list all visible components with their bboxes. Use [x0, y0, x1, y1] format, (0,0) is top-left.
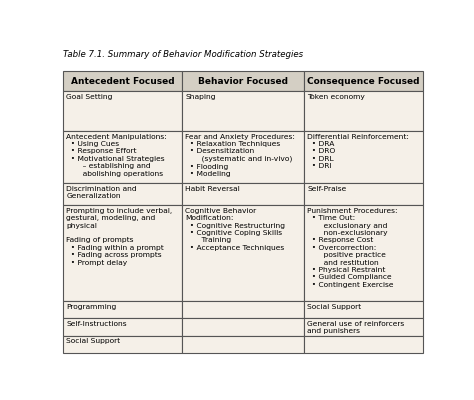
- Bar: [304, 336, 423, 353]
- Bar: [63, 301, 182, 318]
- Text: Self-Instructions: Self-Instructions: [66, 321, 127, 327]
- Bar: [182, 301, 304, 318]
- Text: Programming: Programming: [66, 304, 117, 310]
- Text: Differential Reinforcement:
  • DRA
  • DRO
  • DRL
  • DRI: Differential Reinforcement: • DRA • DRO …: [308, 134, 410, 169]
- Text: Goal Setting: Goal Setting: [66, 94, 113, 100]
- Text: Cognitive Behavior
Modification:
  • Cognitive Restructuring
  • Cognitive Copin: Cognitive Behavior Modification: • Cogni…: [185, 208, 285, 251]
- Text: Token economy: Token economy: [308, 94, 365, 100]
- Bar: [304, 91, 423, 131]
- Bar: [304, 318, 423, 336]
- Bar: [182, 205, 304, 301]
- Bar: [63, 91, 182, 131]
- Bar: [63, 183, 182, 205]
- Bar: [63, 131, 182, 183]
- Bar: [304, 183, 423, 205]
- Text: Behavior Focused: Behavior Focused: [198, 76, 288, 86]
- Bar: [182, 318, 304, 336]
- Bar: [182, 183, 304, 205]
- Text: Antecedent Focused: Antecedent Focused: [71, 76, 174, 86]
- Text: Fear and Anxiety Procedures:
  • Relaxation Techniques
  • Desensitization
     : Fear and Anxiety Procedures: • Relaxatio…: [185, 134, 295, 177]
- Bar: [182, 91, 304, 131]
- Bar: [304, 71, 423, 91]
- Bar: [182, 71, 304, 91]
- Text: Social Support: Social Support: [66, 338, 120, 344]
- Text: Antecedent Manipulations:
  • Using Cues
  • Response Effort
  • Motivational St: Antecedent Manipulations: • Using Cues •…: [66, 134, 167, 176]
- Text: Prompting to include verbal,
gestural, modeling, and
physical

Fading of prompts: Prompting to include verbal, gestural, m…: [66, 208, 173, 266]
- Text: Social Support: Social Support: [308, 304, 362, 310]
- Text: General use of reinforcers
and punishers: General use of reinforcers and punishers: [308, 321, 405, 334]
- Bar: [63, 336, 182, 353]
- Text: Habit Reversal: Habit Reversal: [185, 186, 240, 192]
- Text: Consequence Focused: Consequence Focused: [307, 76, 420, 86]
- Text: Discrimination and
Generalization: Discrimination and Generalization: [66, 186, 137, 200]
- Bar: [304, 131, 423, 183]
- Text: Self-Praise: Self-Praise: [308, 186, 346, 192]
- Text: Punishment Procedures:
  • Time Out:
       exclusionary and
       non-exclusio: Punishment Procedures: • Time Out: exclu…: [308, 208, 398, 288]
- Bar: [63, 318, 182, 336]
- Bar: [304, 205, 423, 301]
- Text: Table 7.1. Summary of Behavior Modification Strategies: Table 7.1. Summary of Behavior Modificat…: [63, 50, 303, 58]
- Bar: [182, 131, 304, 183]
- Bar: [182, 336, 304, 353]
- Bar: [63, 205, 182, 301]
- Bar: [63, 71, 182, 91]
- Text: Shaping: Shaping: [185, 94, 216, 100]
- Bar: [304, 301, 423, 318]
